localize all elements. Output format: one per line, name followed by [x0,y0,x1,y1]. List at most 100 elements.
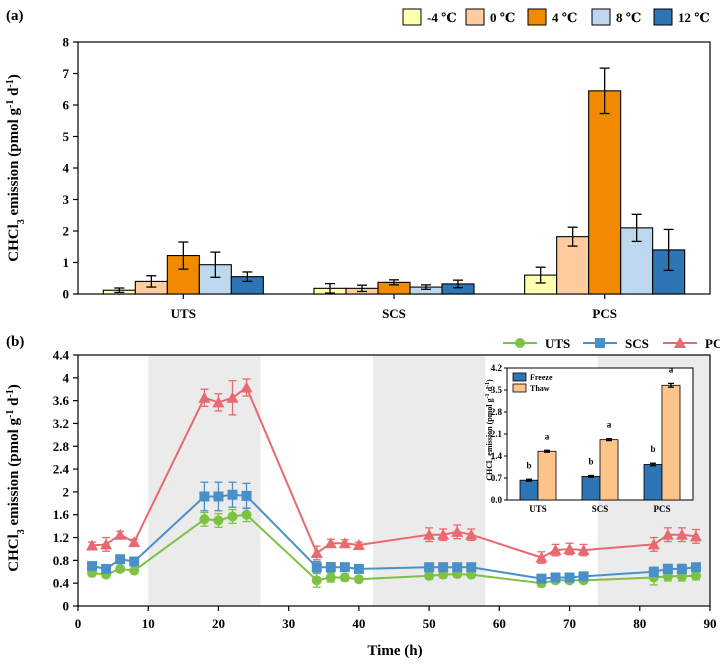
marker-circle [129,565,140,576]
inset-bar [581,476,601,501]
marker-triangle [198,391,211,403]
panel-a-y-axis-title: CHCl3 emission (pmol g-1 d-1) [5,74,27,262]
inset-y-axis-title: CHCl3 emission (pmol g-1 d-1) [485,379,497,481]
marker-triangle [352,538,365,550]
legend-swatch [591,8,611,26]
series-line [316,576,360,582]
marker-square [466,562,477,573]
marker-triangle [451,525,464,537]
marker-square [87,561,98,572]
legend-label: SCS [625,336,649,351]
series-connector [133,518,205,572]
marker-square [325,562,336,573]
inset-x-tick-label: SCS [592,504,609,514]
inset-bar [519,479,539,501]
y-tick-label: 1 [63,255,70,270]
panel-a-legend: -4 ℃ 0 ℃ 4 ℃ 8 ℃ 12 ℃ [402,8,710,26]
marker-square [424,562,435,573]
y-tick-label: 0.8 [53,553,70,568]
marker-square [536,573,547,584]
series-connector [133,495,206,563]
marker-triangle [647,538,660,550]
series-connector [471,573,542,585]
marker-triangle [689,530,702,542]
y-tick-label: 2 [63,484,70,499]
marker-circle [115,563,126,574]
series-connector [583,570,654,578]
marker-square [550,572,561,583]
panel-b-legend: UTS SCS PCS [503,336,720,351]
marker-circle [515,338,525,348]
series-line [91,567,135,576]
plot-frame [77,354,711,607]
marker-triangle [324,537,337,549]
y-tick-label: 4 [63,370,70,385]
y-tick-label: 1.2 [53,530,69,545]
series-line [316,542,360,554]
marker-square [578,571,589,582]
series-connector [583,543,654,552]
marker-triangle [114,528,127,540]
series-connector [358,566,430,570]
series-connector [133,397,206,543]
legend-label: 0 ℃ [490,10,515,25]
y-tick-label: 6 [63,98,70,113]
marker-square [662,563,673,574]
y-tick-label: 3 [63,192,70,207]
marker-square [648,566,659,577]
panel-b-y-axis-title: CHCl3 emission (pmol g-1 d-1) [5,384,27,572]
marker-square [353,563,364,574]
inset-legend-label: Thaw [530,384,550,393]
legend-label: -4 ℃ [427,10,457,25]
marker-square [129,556,140,567]
series-connector [245,513,318,582]
x-tick-label: 40 [352,616,365,631]
y-tick-label: 2.4 [53,462,70,477]
inset-significance-letter: a [545,431,550,441]
x-tick-label: PCS [592,306,617,321]
x-tick-label: 60 [493,616,506,631]
marker-triangle [423,528,436,540]
series-connector [470,533,542,559]
series-line [541,547,584,559]
marker-triangle [100,538,113,550]
marker-square [595,338,605,348]
marker-triangle [563,542,576,554]
series-line [204,386,248,404]
inset-legend-label: Freeze [530,373,553,382]
legend-label: UTS [545,336,570,351]
inset-x-tick-label: PCS [653,504,670,514]
y-tick-label: 4.4 [53,348,70,363]
marker-triangle [535,551,548,563]
series-connector [358,533,430,546]
inset-bar [599,439,619,501]
x-tick-label: 50 [423,616,436,631]
y-tick-label: 7 [63,66,70,81]
marker-square [101,563,112,574]
series-line [541,579,584,585]
x-tick-label: 80 [633,616,646,631]
series-connector [245,495,318,568]
marker-triangle [226,391,239,403]
marker-square [452,562,463,573]
legend-swatch [465,8,485,26]
inset-bar [661,384,681,501]
marker-triangle [310,546,323,558]
inset-y-tick-label: 1.4 [491,451,503,461]
series-line [653,533,697,546]
panel-a-label: (a) [6,8,24,24]
marker-circle [213,515,224,526]
series-line [204,513,247,522]
marker-circle [311,575,322,586]
marker-triangle [577,544,590,556]
inset-y-tick-label: 2.1 [491,429,503,439]
panel-b-line-chart: (b) 0 0.4 0.8 1.2 1.6 2 2.4 2.8 3.2 3.6 4 4.4 0 10 20 3… [5,334,720,659]
y-tick-label: 0.4 [53,576,70,591]
inset-y-tick-label: 2.8 [491,407,503,417]
y-tick-label: 1.6 [53,507,70,522]
marker-triangle [128,536,141,548]
marker-square [241,490,252,501]
inset-significance-letter: b [526,460,531,470]
marker-square [227,489,238,500]
y-tick-label: 2.8 [53,439,70,454]
